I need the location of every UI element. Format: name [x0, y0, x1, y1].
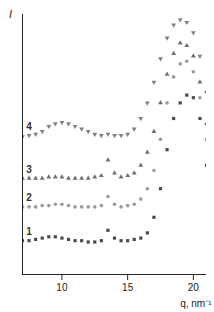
svg-text:3: 3 [26, 164, 32, 175]
svg-text:10: 10 [56, 282, 68, 293]
svg-text:2: 2 [26, 192, 32, 203]
svg-text:1: 1 [26, 226, 32, 237]
svg-text:4: 4 [26, 121, 32, 132]
svg-text:20: 20 [188, 282, 200, 293]
svg-text:q, nm⁻¹: q, nm⁻¹ [180, 298, 212, 309]
svg-text:15: 15 [122, 282, 134, 293]
svg-text:I: I [9, 8, 12, 20]
